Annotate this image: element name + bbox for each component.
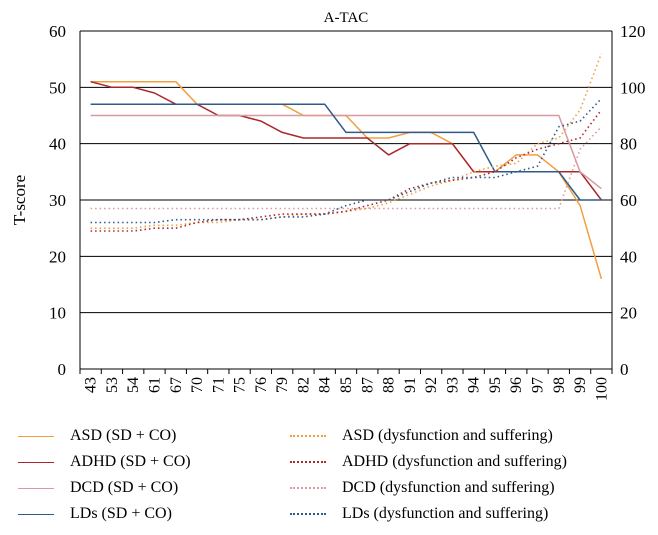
y2-tick-label: 120 xyxy=(620,22,646,41)
x-tick-label: 100 xyxy=(593,377,610,401)
legend-swatch xyxy=(18,435,54,437)
x-tick-label: 82 xyxy=(295,377,312,393)
legend-item: ASD (SD + CO) xyxy=(18,425,176,447)
y-tick-label: 20 xyxy=(49,247,66,266)
series-line-6 xyxy=(90,109,603,232)
y2-tick-label: 60 xyxy=(620,191,637,210)
x-tick-label: 94 xyxy=(466,377,483,393)
x-tick-label: 98 xyxy=(551,377,568,393)
y2-tick-label: 100 xyxy=(620,78,646,97)
legend-swatch xyxy=(290,513,326,515)
legend-item: LDs (dysfunction and suffering) xyxy=(290,503,548,525)
x-tick-label: 70 xyxy=(189,377,206,393)
y-tick-label: 0 xyxy=(58,360,67,379)
x-tick-label: 84 xyxy=(317,377,334,393)
legend-item: DCD (SD + CO) xyxy=(18,477,178,499)
x-tick-label: 76 xyxy=(253,377,270,393)
y-tick-label: 30 xyxy=(49,191,66,210)
y-tick-label: 40 xyxy=(49,135,66,154)
x-tick-label: 43 xyxy=(83,377,100,393)
y2-tick-label: 80 xyxy=(620,135,637,154)
legend-swatch xyxy=(290,487,326,489)
legend-label: ASD (SD + CO) xyxy=(70,427,177,444)
x-tick-label: 88 xyxy=(381,377,398,393)
x-tick-label: 97 xyxy=(530,377,547,393)
x-tick-label: 79 xyxy=(274,377,291,393)
legend-swatch xyxy=(18,513,54,515)
legend-label: ASD (dysfunction and suffering) xyxy=(342,427,553,444)
legend-label: ADHD (SD + CO) xyxy=(70,453,191,470)
legend-item: ASD (dysfunction and suffering) xyxy=(290,425,553,447)
legend-swatch xyxy=(290,435,326,437)
legend-label: LDs (dysfunction and suffering) xyxy=(342,505,549,522)
legend-label: ADHD (dysfunction and suffering) xyxy=(342,453,567,470)
y-tick-label: 10 xyxy=(49,304,66,323)
x-tick-label: 92 xyxy=(423,377,440,393)
legend-item: DCD (dysfunction and suffering) xyxy=(290,477,555,499)
series-line-5 xyxy=(90,53,603,229)
chart-legend: ASD (SD + CO) ADHD (SD + CO) DCD (SD + CO)… xyxy=(0,420,658,535)
y-tick-label: 60 xyxy=(49,22,66,41)
x-tick-label: 75 xyxy=(232,377,249,393)
legend-swatch xyxy=(18,487,54,489)
series-line-7 xyxy=(90,126,602,210)
y-axis-label: T-score xyxy=(10,175,29,225)
legend-swatch xyxy=(18,461,54,463)
x-tick-label: 85 xyxy=(338,377,355,393)
x-tick-label: 99 xyxy=(572,377,589,393)
y2-tick-label: 40 xyxy=(620,247,637,266)
line-chart: 0 10 20 30 40 50 60 0 20 40 60 80 100 120 43 53 54 61 67 70… xyxy=(10,10,646,401)
chart-title: A-TAC xyxy=(324,10,369,26)
legend-label: LDs (SD + CO) xyxy=(70,505,172,522)
legend-item: ADHD (dysfunction and suffering) xyxy=(290,451,567,473)
series-line-4 xyxy=(90,103,602,201)
y-tick-label: 50 xyxy=(49,78,66,97)
x-tick-label: 95 xyxy=(487,377,504,393)
series-line-1 xyxy=(90,80,603,280)
x-tick-label: 91 xyxy=(402,377,419,393)
y2-tick-label: 20 xyxy=(620,304,637,323)
x-tick-label: 53 xyxy=(104,377,121,393)
x-tick-label: 93 xyxy=(444,377,461,393)
series-line-8 xyxy=(90,98,602,224)
x-tick-label: 71 xyxy=(210,377,227,393)
x-tick-label: 67 xyxy=(168,377,185,393)
legend-label: DCD (SD + CO) xyxy=(70,479,179,496)
y2-tick-label: 0 xyxy=(620,360,629,379)
x-tick-label: 96 xyxy=(508,377,525,393)
legend-item: LDs (SD + CO) xyxy=(18,503,172,525)
series-line-2 xyxy=(90,80,602,201)
legend-swatch xyxy=(290,461,326,463)
series-line-3 xyxy=(90,114,602,190)
x-tick-label: 54 xyxy=(125,377,142,393)
legend-item: ADHD (SD + CO) xyxy=(18,451,191,473)
x-tick-label: 61 xyxy=(146,377,163,393)
legend-label: DCD (dysfunction and suffering) xyxy=(342,479,555,496)
x-tick-label: 87 xyxy=(359,377,376,393)
